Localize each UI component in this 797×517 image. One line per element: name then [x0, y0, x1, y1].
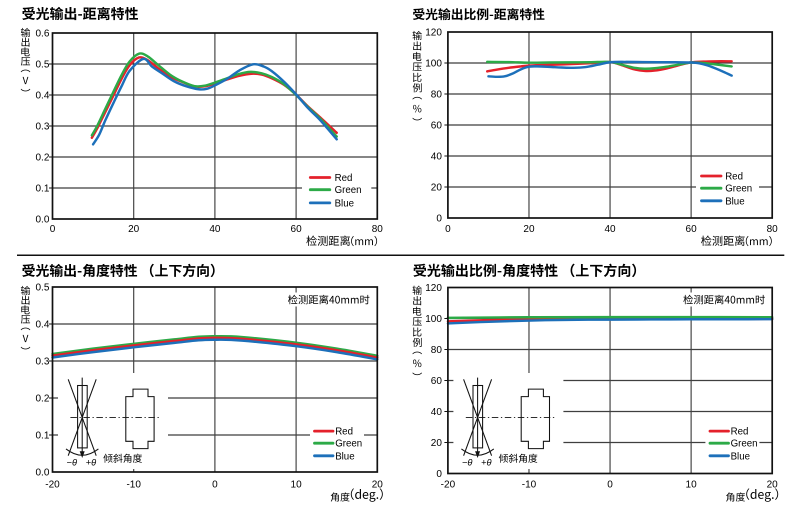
svg-text:0.4: 0.4 [35, 319, 49, 330]
svg-text:Red: Red [335, 427, 353, 438]
svg-text:Green: Green [725, 184, 752, 195]
svg-text:40: 40 [209, 224, 221, 235]
svg-text:0.4: 0.4 [35, 90, 49, 101]
svg-text:0.2: 0.2 [35, 393, 49, 404]
svg-text:-20: -20 [441, 480, 456, 491]
svg-text:120: 120 [425, 283, 442, 294]
svg-text:20: 20 [431, 438, 443, 449]
svg-text:Blue: Blue [335, 451, 354, 462]
svg-text:Red: Red [725, 172, 743, 183]
svg-text:+θ: +θ [86, 458, 96, 468]
svg-text:60: 60 [291, 224, 303, 235]
svg-text:+θ: +θ [481, 458, 491, 468]
svg-text:Blue: Blue [731, 451, 750, 462]
svg-text:0.2: 0.2 [35, 152, 49, 163]
svg-text:0: 0 [445, 224, 451, 235]
svg-text:60: 60 [686, 224, 698, 235]
svg-text:0: 0 [436, 213, 442, 224]
svg-text:0.1: 0.1 [35, 430, 49, 441]
svg-text:100: 100 [425, 58, 442, 69]
svg-text:0.6: 0.6 [35, 28, 49, 39]
svg-text:−θ: −θ [67, 458, 77, 468]
svg-text:0.1: 0.1 [35, 183, 49, 194]
svg-text:60: 60 [431, 120, 443, 131]
svg-text:40: 40 [431, 407, 443, 418]
svg-text:120: 120 [425, 27, 442, 38]
svg-text:80: 80 [372, 224, 384, 235]
svg-text:40: 40 [604, 224, 616, 235]
svg-text:20: 20 [128, 224, 140, 235]
svg-text:Green: Green [335, 439, 362, 450]
svg-text:0.5: 0.5 [35, 282, 49, 293]
svg-text:0: 0 [436, 469, 442, 480]
svg-text:0: 0 [50, 224, 56, 235]
svg-text:20: 20 [431, 182, 443, 193]
svg-text:10: 10 [291, 480, 303, 491]
svg-text:0.3: 0.3 [35, 121, 49, 132]
svg-text:80: 80 [431, 345, 443, 356]
svg-text:0.0: 0.0 [35, 214, 49, 225]
svg-text:Blue: Blue [725, 196, 744, 207]
svg-text:Green: Green [335, 185, 362, 196]
svg-text:20: 20 [372, 480, 384, 491]
svg-text:Blue: Blue [335, 198, 354, 209]
svg-text:20: 20 [767, 480, 779, 491]
svg-text:-20: -20 [45, 480, 60, 491]
svg-text:0: 0 [607, 480, 613, 491]
svg-text:-10: -10 [126, 480, 141, 491]
svg-text:60: 60 [431, 376, 443, 387]
svg-text:20: 20 [523, 224, 535, 235]
svg-text:−θ: −θ [462, 458, 472, 468]
svg-text:0.5: 0.5 [35, 59, 49, 70]
svg-text:10: 10 [686, 480, 698, 491]
svg-text:0.0: 0.0 [35, 467, 49, 478]
svg-text:0: 0 [212, 480, 218, 491]
svg-text:Green: Green [731, 439, 758, 450]
svg-text:Red: Red [335, 173, 353, 184]
svg-text:80: 80 [431, 89, 443, 100]
svg-text:Red: Red [731, 427, 749, 438]
svg-text:80: 80 [767, 224, 779, 235]
svg-text:40: 40 [431, 151, 443, 162]
svg-text:100: 100 [425, 314, 442, 325]
svg-text:-10: -10 [522, 480, 537, 491]
svg-text:0.3: 0.3 [35, 356, 49, 367]
